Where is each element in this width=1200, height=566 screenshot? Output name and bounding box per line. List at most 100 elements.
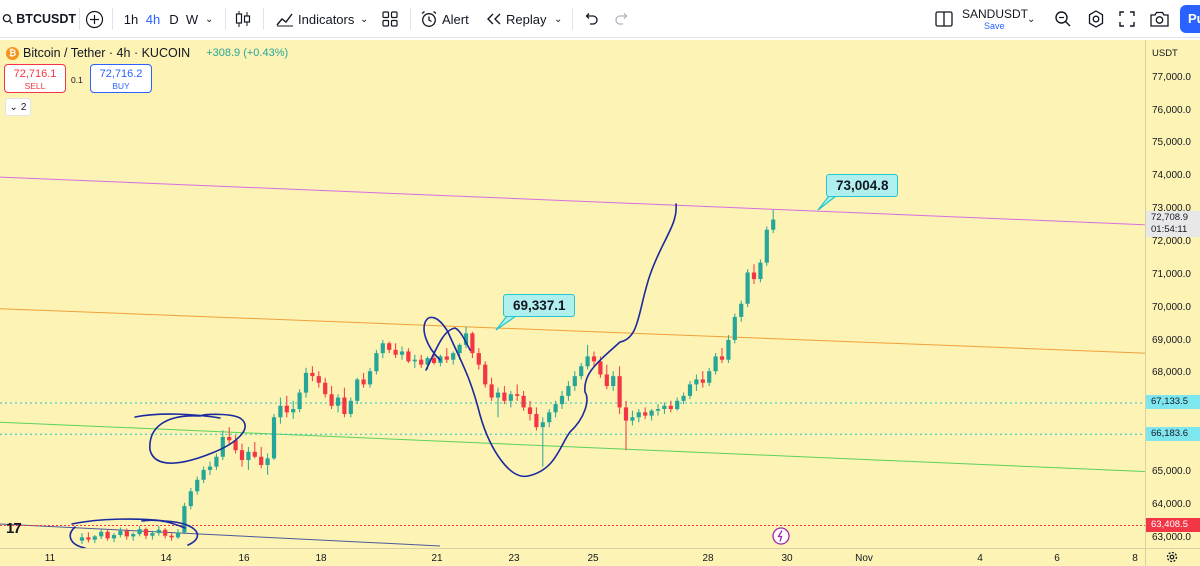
divider [572,8,573,30]
candle-body [751,272,757,280]
timeframe-d[interactable]: D [169,11,179,27]
candle-body [195,479,200,492]
candle-body [380,343,385,354]
layout-dropdown[interactable]: ⌄ [1027,0,1035,38]
freehand-drawing [134,413,246,464]
lightning-event-icon[interactable] [771,526,791,546]
layout-panel-button[interactable] [935,0,953,38]
time-tick: 16 [238,553,250,564]
candle-body [611,376,616,387]
price-tick: 68,000.0 [1152,367,1191,378]
time-tick: Nov [855,553,873,564]
redo-button[interactable] [614,0,630,38]
price-tick: 64,000.0 [1152,499,1191,510]
candle-body [687,384,693,396]
candle-body [412,359,417,362]
compare-symbol-button[interactable] [84,0,104,38]
candle-body [374,353,379,372]
indicators-dropdown[interactable]: ⌄ [360,0,368,38]
candle-body [188,491,193,507]
candle-body [406,351,411,362]
fullscreen-button[interactable] [1119,0,1135,38]
price-scale[interactable] [1145,40,1200,548]
candle-body [284,405,289,413]
candle-body [163,529,168,536]
candle-body [559,395,565,405]
timeframe-4h[interactable]: 4h [145,11,161,27]
candle-body [553,404,558,413]
candle-body [387,343,392,350]
layout-name: SANDUSDT [962,6,1029,21]
candle-body [668,405,673,410]
candle-body [169,535,174,538]
time-axis[interactable] [0,548,1145,566]
candles-icon [235,11,251,27]
sell-button[interactable]: 72,716.1 SELL [4,64,66,93]
quick-search-button[interactable] [1054,0,1072,38]
candle-body [502,392,507,401]
chart-type-button[interactable] [234,0,252,38]
indicators-label: Indicators [298,11,355,27]
settings-button[interactable] [1087,0,1105,38]
candle-body [214,456,219,467]
candle-body [233,440,238,451]
time-tick: 14 [160,553,172,564]
time-tick: 23 [508,553,520,564]
candle-body [150,533,155,536]
candle-body [643,412,648,416]
candle-body [617,376,622,408]
candle-body [265,458,270,465]
candle-body [732,316,737,340]
price-label-high[interactable]: 73,004.8 [826,174,898,197]
alert-button[interactable]: Alert [420,0,469,38]
candle-body [534,413,539,428]
candle-body [623,407,629,421]
publish-button[interactable]: Pu [1180,5,1200,33]
candle-body [515,394,520,396]
pink-trend-line [0,176,1145,226]
candle-body [470,333,475,354]
zoom-search-icon [1055,11,1071,27]
undo-button[interactable] [583,0,599,38]
candle-body [99,531,104,537]
bar-countdown: 01:54:11 [1151,224,1188,235]
candle-body [764,229,769,263]
price-chart[interactable] [0,40,1145,548]
layout-name-button[interactable]: SANDUSDT Save [962,0,1028,38]
search-icon [2,14,13,25]
layouts-button[interactable] [382,0,398,38]
candle-body [579,366,584,377]
chevron-down-icon: ⌄ [9,101,18,113]
timeframe-w[interactable]: W [185,11,199,27]
indicators-button[interactable]: Indicators [276,0,354,38]
candle-body [252,451,257,457]
hline-badge-red: 63,408.5 [1146,518,1200,532]
timeframe-dropdown[interactable]: ⌄ [205,0,213,38]
currency-label[interactable]: USDT [1152,48,1178,59]
candle-body [201,469,206,480]
symbol-search-button[interactable]: BTCUSDT [2,0,76,38]
candle-body [521,395,526,408]
buy-price: 72,716.2 [99,68,143,80]
collapse-count: 2 [20,101,27,113]
candle-body [655,409,661,411]
candle-body [361,379,366,385]
alarm-clock-icon [421,10,437,27]
gear-icon [1088,10,1104,28]
replay-dropdown[interactable]: ⌄ [554,0,562,38]
indicators-collapse-button[interactable]: ⌄ 2 [5,98,31,116]
candle-body [771,219,776,230]
candle-body [591,356,597,362]
timeframe-1h[interactable]: 1h [123,11,139,27]
candle-body [495,392,501,398]
snapshot-button[interactable] [1150,0,1169,38]
candle-body [227,437,232,441]
price-label-mid[interactable]: 69,337.1 [503,294,575,317]
chart-settings-gear-icon[interactable] [1165,550,1179,564]
symbol-legend[interactable]: ₿ Bitcoin / Tether · 4h · KUCOIN +308.9 … [6,45,288,61]
callout-pointer [817,195,837,211]
replay-button[interactable]: Replay [486,0,546,38]
buy-button[interactable]: 72,716.2 BUY [90,64,152,93]
candle-body [604,374,609,387]
candle-body [566,386,571,396]
